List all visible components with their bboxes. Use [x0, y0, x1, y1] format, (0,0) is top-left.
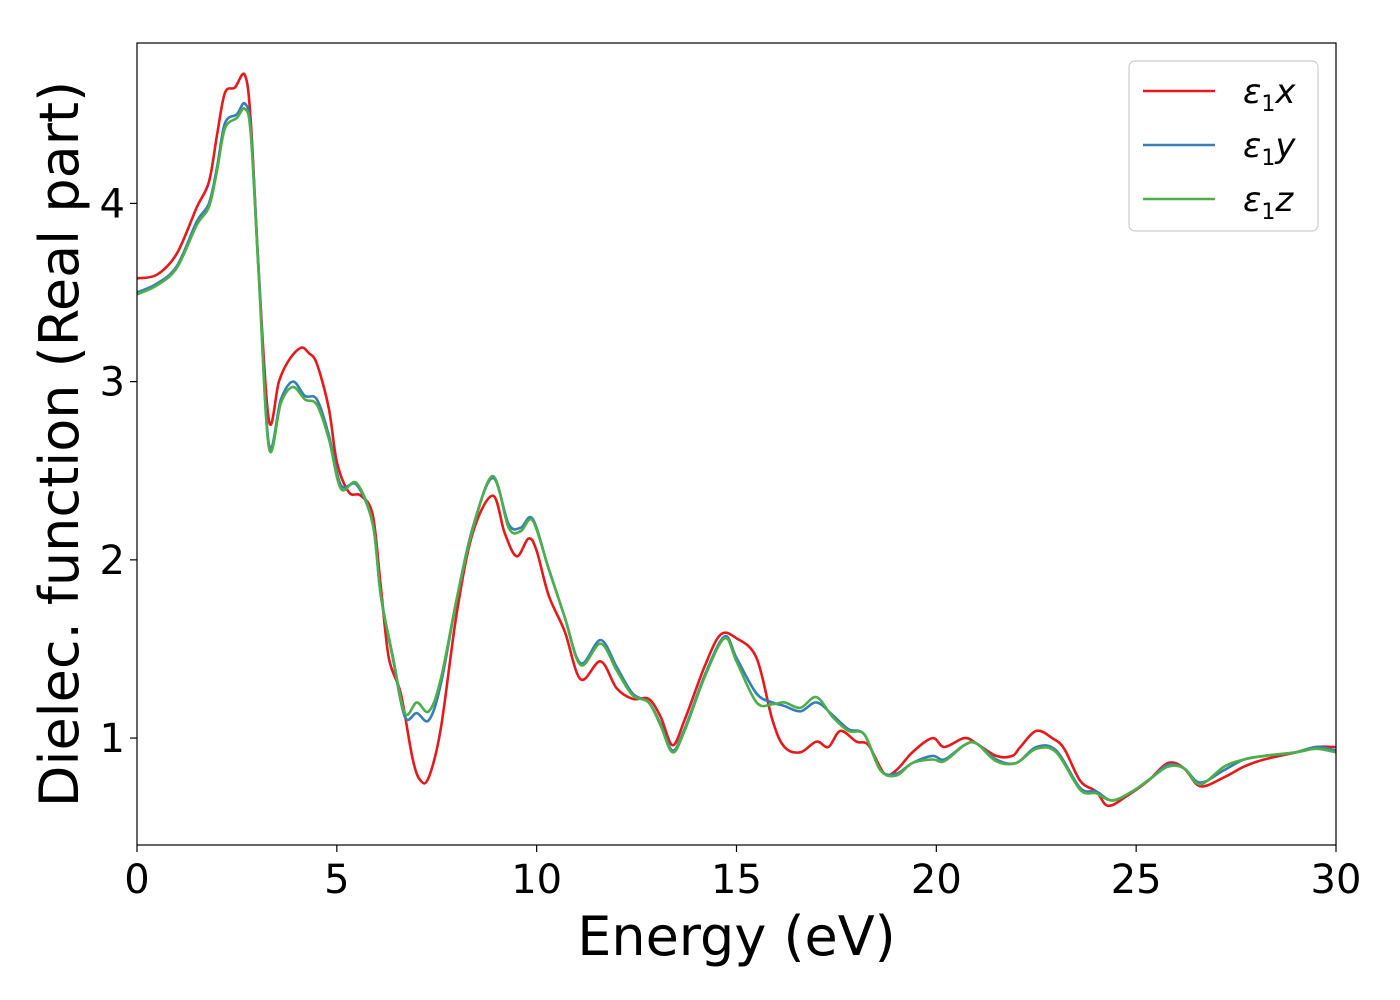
x-axis-ticks: 0 5 10 15 20 25 30: [124, 845, 1361, 903]
x-tick-label: 15: [711, 857, 762, 903]
x-axis-title: Energy (eV): [577, 905, 896, 968]
y-axis-ticks: 1 2 3 4: [100, 181, 137, 762]
legend-box: [1128, 60, 1319, 232]
series-lines: [137, 72, 1336, 808]
x-tick-label: 20: [911, 857, 962, 903]
x-tick-label: 25: [1111, 857, 1162, 903]
series-line-z: [137, 107, 1336, 802]
y-tick-label: 2: [100, 538, 125, 584]
x-tick-label: 5: [324, 857, 349, 903]
y-tick-label: 3: [100, 360, 125, 406]
y-tick-label: 1: [100, 716, 125, 762]
legend: ε1x ε1y ε1z: [1128, 60, 1319, 232]
x-tick-label: 0: [124, 857, 149, 903]
x-tick-label: 10: [511, 857, 562, 903]
y-axis-title: Dielec. function (Real part): [28, 81, 91, 807]
y-tick-label: 4: [100, 181, 125, 227]
plot-area-frame: [136, 42, 1337, 846]
legend-label-y: ε1y: [1243, 126, 1296, 171]
legend-label-z: ε1z: [1243, 180, 1294, 225]
x-tick-label: 30: [1311, 857, 1362, 903]
series-line-x: [137, 72, 1336, 808]
legend-label-x: ε1x: [1243, 72, 1296, 117]
